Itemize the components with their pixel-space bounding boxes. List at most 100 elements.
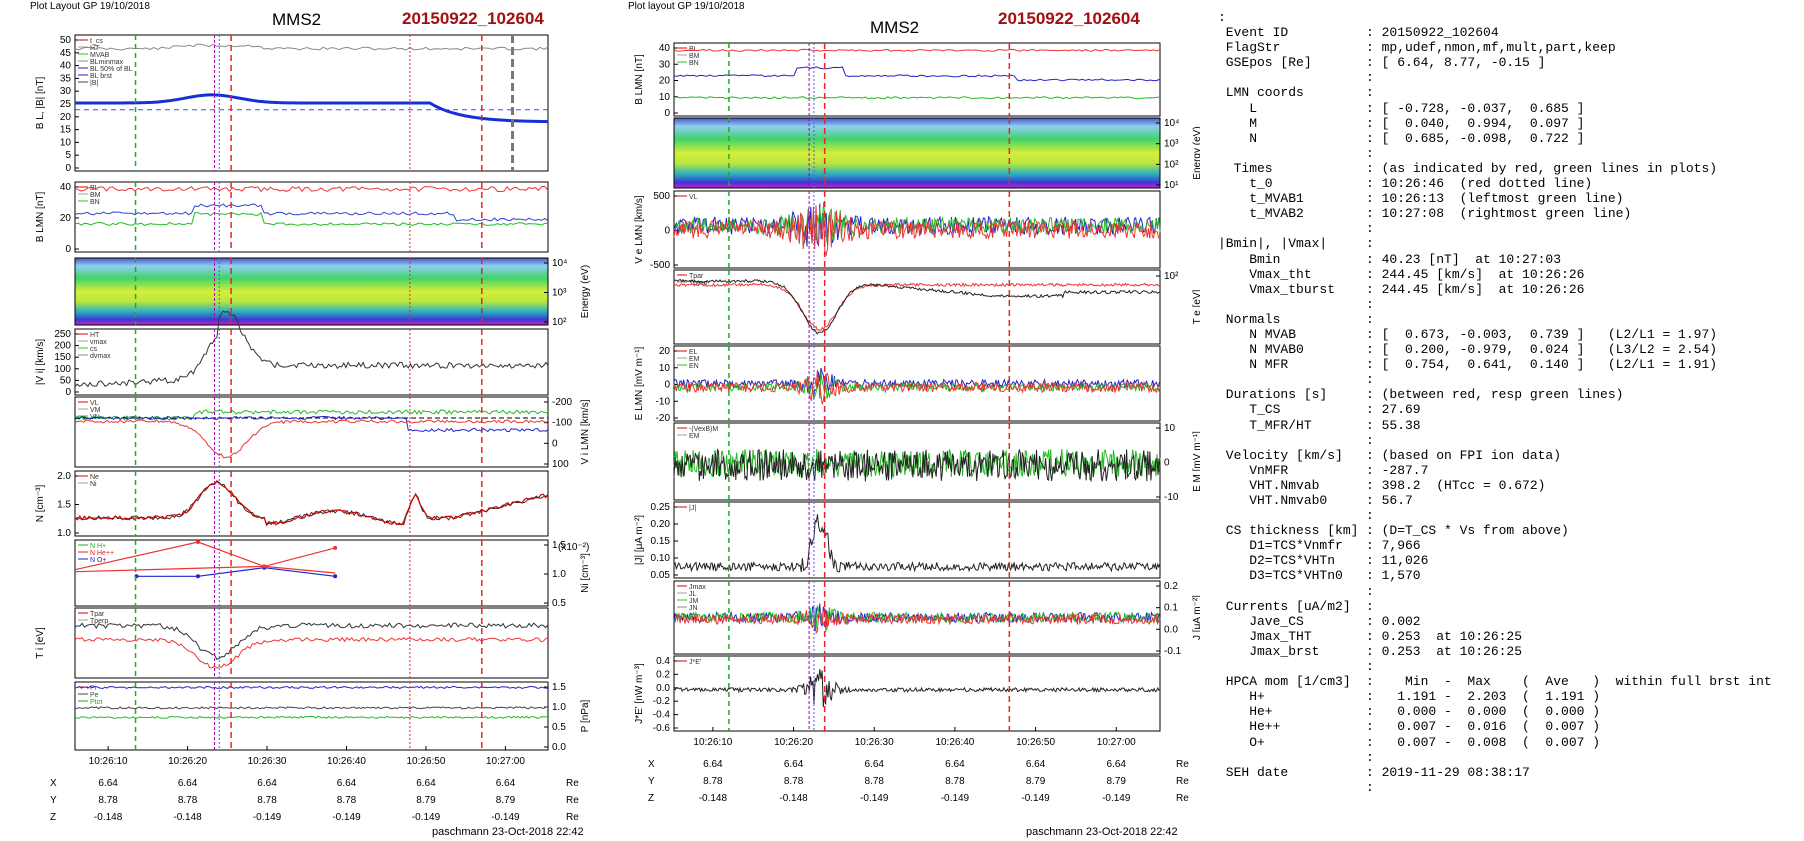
summary-key: HPCA mom [1/cm3] <box>1218 674 1351 690</box>
legend-entry: Ne <box>90 474 99 481</box>
position-unit: Re <box>566 795 579 806</box>
x-tick-label: 10:26:10 <box>89 756 128 767</box>
y-tick-label: 0.0 <box>552 742 566 753</box>
summary-line: : <box>1218 297 1798 312</box>
summary-line: : <box>1218 433 1798 448</box>
legend-entry: J*E' <box>689 659 701 666</box>
y-tick-label: 20 <box>60 112 72 123</box>
summary-value: : 0.007 - 0.008 ( 0.007 ) <box>1366 734 1601 750</box>
y-tick-label: 200 <box>54 341 71 352</box>
summary-line: SEH date: 2019-11-29 08:38:17 <box>1218 765 1798 780</box>
panel-frame <box>74 396 549 468</box>
position-unit: Re <box>1176 759 1189 770</box>
summary-value: : 0.000 - 0.000 ( 0.000 ) <box>1366 704 1601 720</box>
summary-line: He+: 0.000 - 0.000 ( 0.000 ) <box>1218 704 1798 719</box>
summary-line: t_MVAB2: 10:27:08 (rightmost green line) <box>1218 206 1798 221</box>
legend-entry: BN <box>90 199 100 206</box>
position-row-label: Z <box>50 812 56 823</box>
J-magnitude-line <box>673 514 1161 573</box>
summary-key: GSEpos [Re] <box>1218 55 1312 71</box>
y-tick-label: 1.0 <box>57 528 71 539</box>
x-tick-label: 10:26:50 <box>1016 737 1055 748</box>
y-axis-label: B L, |B| [nT] <box>35 77 46 130</box>
summary-line: N: [ 0.685, -0.098, 0.722 ] <box>1218 131 1798 146</box>
y-tick-label: 10¹ <box>1164 180 1179 191</box>
summary-value: : 1.191 - 2.203 ( 1.191 ) <box>1366 689 1601 705</box>
y-tick-label: 20 <box>659 346 671 357</box>
BL-line <box>673 48 1161 52</box>
y-tick-label: 10 <box>60 137 72 148</box>
x-tick-label: 10:26:40 <box>935 737 974 748</box>
summary-value: : 20150922_102604 <box>1366 25 1499 41</box>
summary-line: He++: 0.007 - 0.016 ( 0.007 ) <box>1218 719 1798 734</box>
y-tick-label: 0 <box>65 244 71 255</box>
magnitude-B-line <box>74 43 549 51</box>
summary-key: L <box>1218 100 1258 116</box>
position-unit: Re <box>566 778 579 789</box>
summary-line: T_CS: 27.69 <box>1218 402 1798 417</box>
y-tick-label: 10² <box>552 317 567 328</box>
summary-line: Velocity [km/s]: (based on FPI ion data) <box>1218 448 1798 463</box>
position-unit: Re <box>566 812 579 823</box>
y-tick-label: 0.2 <box>1164 581 1178 592</box>
O-data-point <box>333 574 338 579</box>
legend-entry: EM <box>689 433 700 440</box>
y-tick-label: 10³ <box>1164 139 1179 150</box>
summary-line: N MFR: [ 0.754, 0.641, 0.140 ] (L2/L1 = … <box>1218 357 1798 372</box>
summary-line: VHT.Nmvab0: 56.7 <box>1218 493 1798 508</box>
summary-line: T_MFR/HT: 55.38 <box>1218 418 1798 433</box>
y-tick-label: 1.5 <box>552 540 566 551</box>
He-data-point <box>195 539 200 544</box>
y-tick-label: 0.5 <box>552 722 566 733</box>
legend-entry: BM <box>90 192 101 199</box>
Pi-line <box>74 715 549 719</box>
summary-key: |Bmin|, |Vmax| <box>1218 236 1328 252</box>
y-axis-label: Ni [cm⁻³] <box>580 553 591 593</box>
summary-key: Jave_CS <box>1218 613 1304 629</box>
energy-spectrogram <box>674 118 1160 188</box>
summary-value: : 7,966 <box>1366 538 1421 554</box>
legend-entry: dvmax <box>90 353 111 360</box>
middle-figure-footer: paschmann 23-Oct-2018 22:42 <box>1026 826 1178 838</box>
summary-line: O+: 0.007 - 0.008 ( 0.007 ) <box>1218 735 1798 750</box>
position-value: -0.148 <box>173 812 202 823</box>
BN-line <box>673 96 1161 100</box>
position-row-label: X <box>50 778 57 789</box>
summary-value: : <box>1366 598 1374 614</box>
summary-key: t_MVAB2 <box>1218 206 1304 222</box>
position-value: -0.149 <box>412 812 441 823</box>
y-tick-label: 0.15 <box>651 536 671 547</box>
position-value: 8.78 <box>337 795 357 806</box>
legend-entry: |J| <box>689 505 696 512</box>
legend-entry: JM <box>689 598 699 605</box>
y-tick-label: 150 <box>54 352 71 363</box>
summary-line: : <box>1218 221 1798 236</box>
summary-line: Event ID: 20150922_102604 <box>1218 25 1798 40</box>
summary-line: VnMFR: -287.7 <box>1218 463 1798 478</box>
summary-line: t_0: 10:26:46 (red dotted line) <box>1218 176 1798 191</box>
y-tick-label: 1.0 <box>552 702 566 713</box>
position-value: 8.79 <box>416 795 436 806</box>
y-tick-label: 10 <box>659 363 671 374</box>
legend-entry: VM <box>90 407 101 414</box>
legend-entry: Tperp <box>90 618 108 625</box>
y-tick-label: 0.20 <box>651 519 671 530</box>
y-tick-label: 0.4 <box>656 656 670 667</box>
summary-value: : [ 0.685, -0.098, 0.722 ] <box>1366 130 1585 146</box>
summary-value: : <box>1366 432 1374 448</box>
y-axis-label: J [μA m⁻²] <box>1192 595 1200 640</box>
legend-entry: EL <box>689 349 698 356</box>
summary-value: : [ 0.040, 0.994, 0.097 ] <box>1366 115 1585 131</box>
x-tick-label: 10:27:00 <box>486 756 525 767</box>
summary-value: : 244.45 [km/s] at 10:26:26 <box>1366 266 1585 282</box>
summary-value: : (between red, resp green lines) <box>1366 387 1624 403</box>
summary-value: : [ 6.64, 8.77, -0.15 ] <box>1366 55 1546 71</box>
summary-value: : 55.38 <box>1366 417 1421 433</box>
summary-value: : 40.23 [nT] at 10:27:03 <box>1366 251 1562 267</box>
summary-line: D2=TCS*VHTn: 11,026 <box>1218 553 1798 568</box>
legend-entry: EM <box>689 356 700 363</box>
summary-value: : (D=T_CS * Vs from above) <box>1366 523 1569 539</box>
summary-value: : 11,026 <box>1366 553 1429 569</box>
position-row-label: Z <box>648 793 654 804</box>
summary-key: Vmax_tburst <box>1218 281 1336 297</box>
